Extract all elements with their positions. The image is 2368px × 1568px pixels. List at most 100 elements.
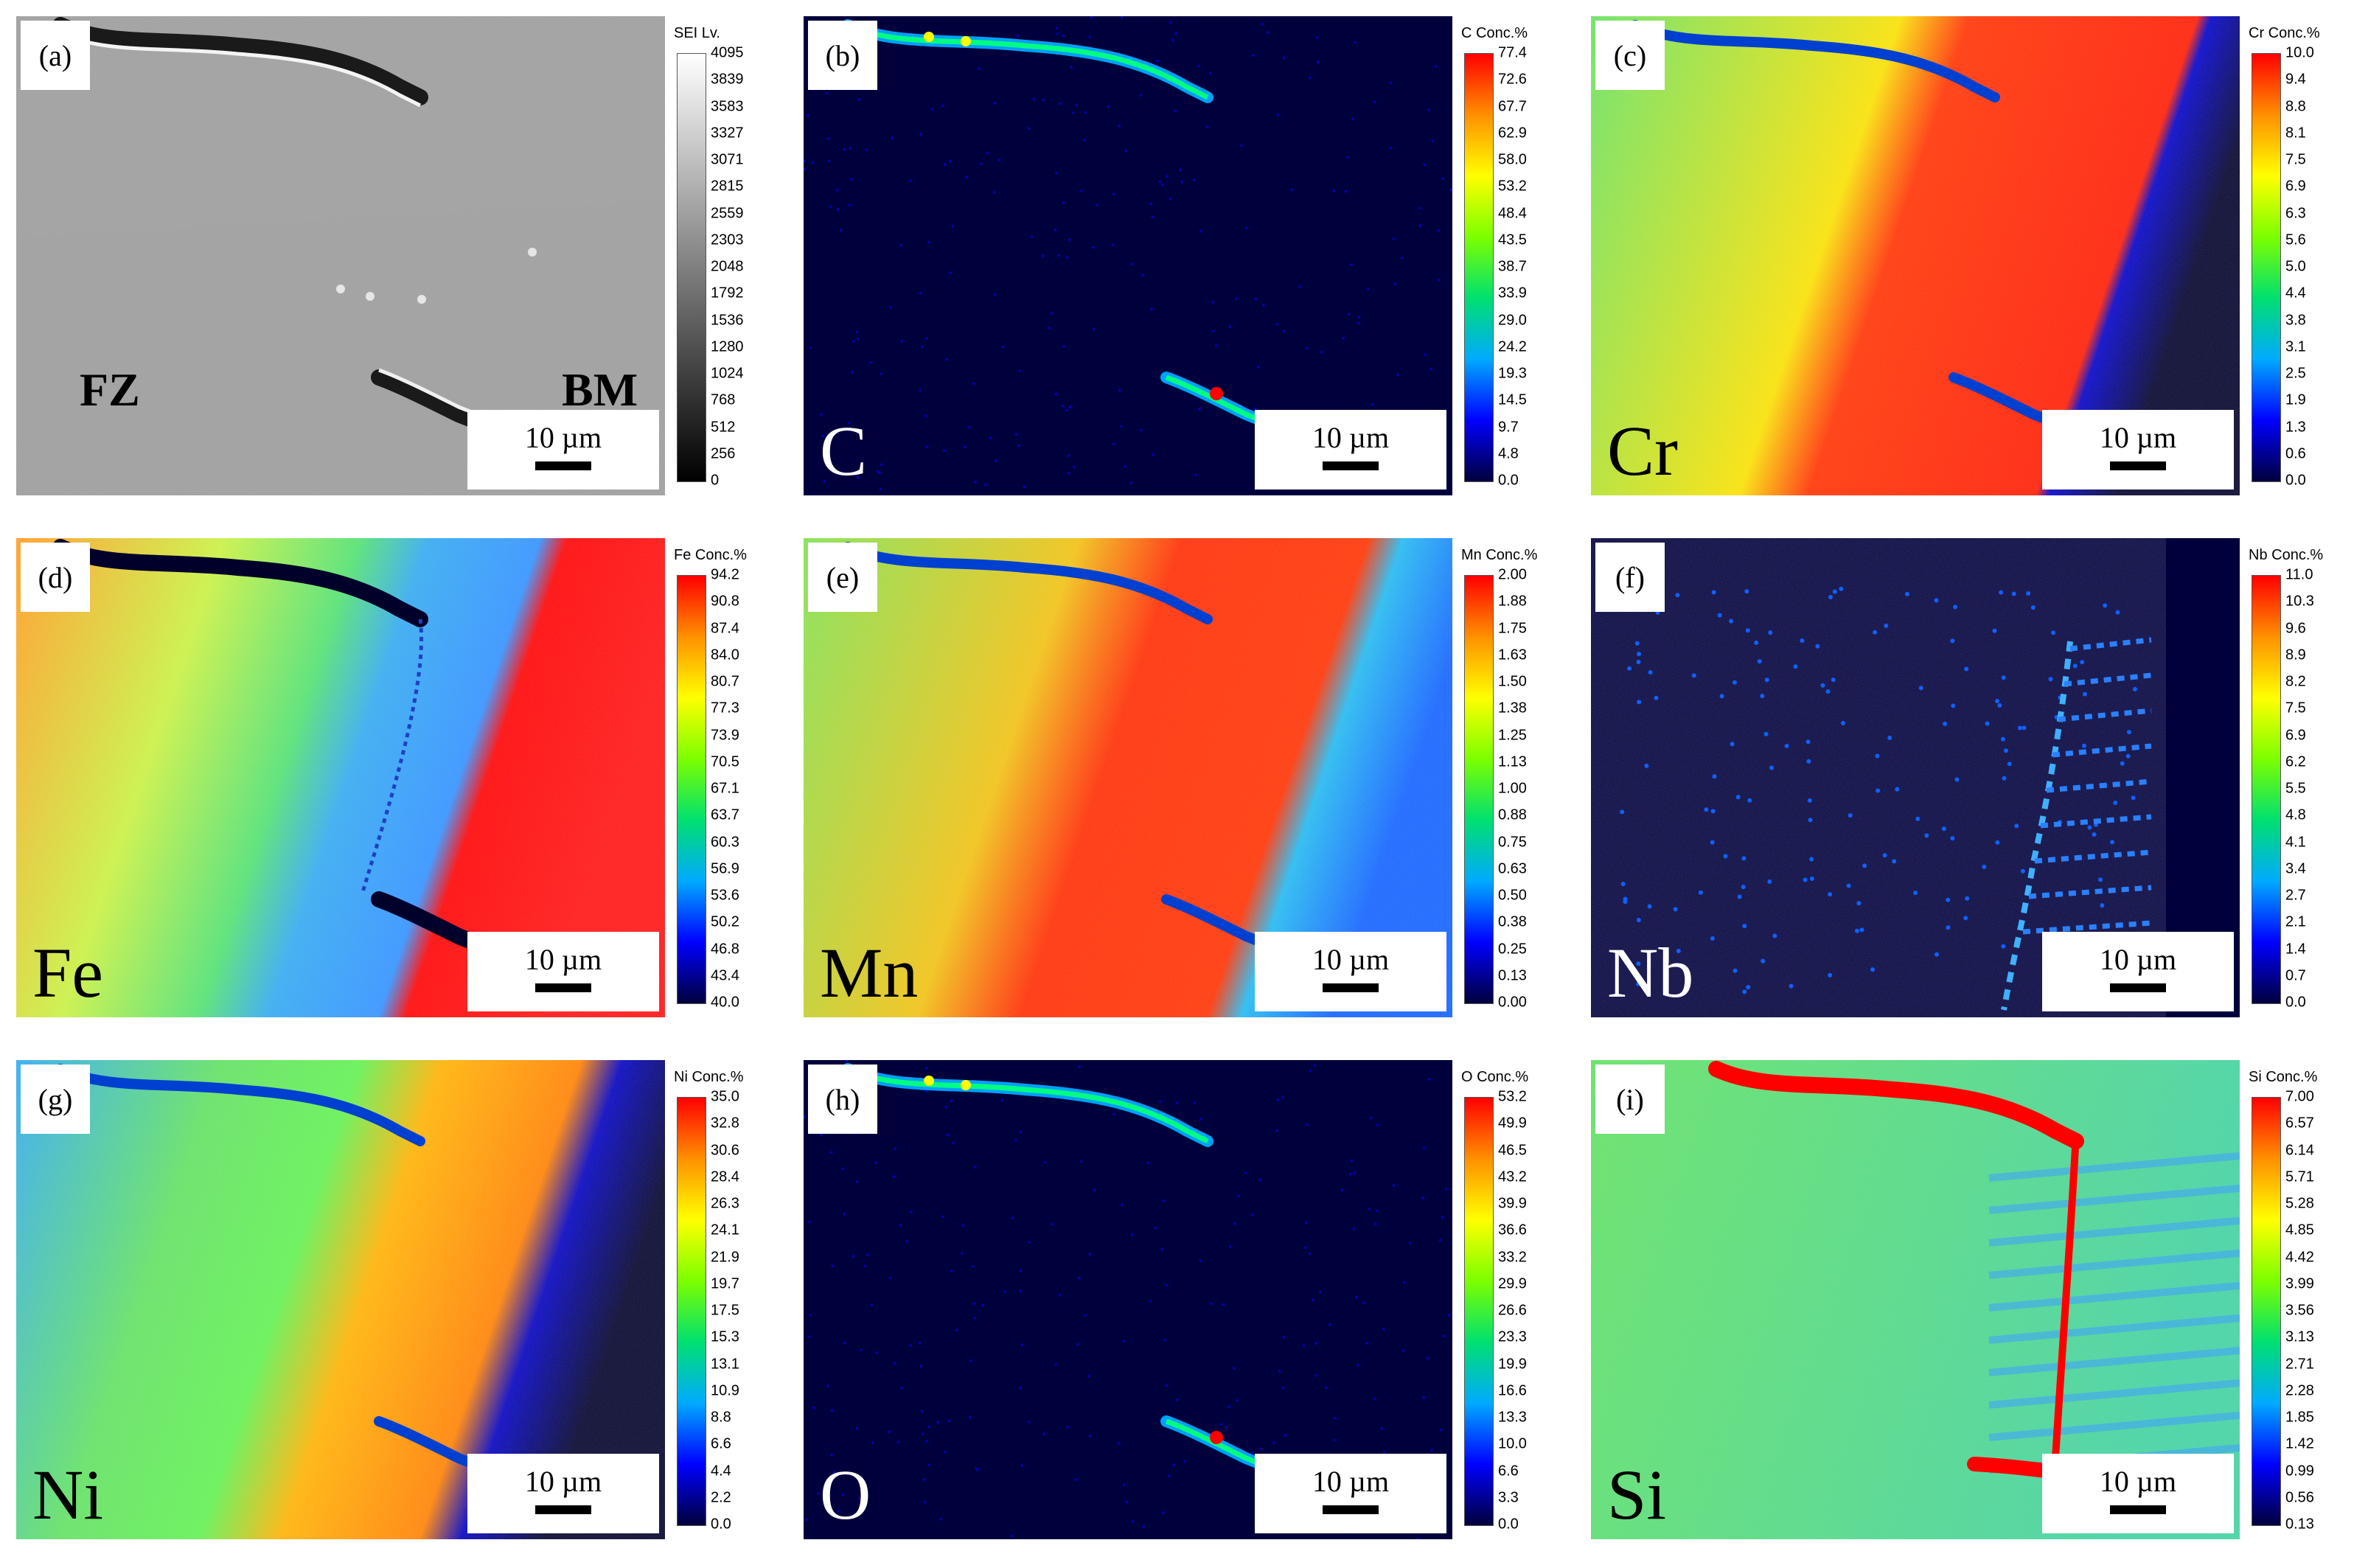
legend-title: SEI Lv.	[674, 25, 720, 41]
legend-tick-label: 13.3	[1498, 1409, 1527, 1426]
legend-tick-label: 2559	[711, 205, 744, 221]
panel-g: (g) Ni 10 µm Ni Conc.% 35.0 32.8 30.6 28.4 26.3 2…	[16, 1060, 761, 1539]
legend-tick-label: 0.99	[2285, 1463, 2314, 1479]
scale-bar-label: 10 µm	[2099, 943, 2177, 976]
element-symbol: Nb	[1607, 933, 1694, 1012]
legend-tick-label: 70.5	[711, 753, 739, 770]
legend-tick-label: 2.28	[2285, 1382, 2314, 1399]
legend-tick-label: 32.8	[711, 1115, 739, 1132]
legend-tick-label: 0.13	[1498, 967, 1527, 984]
legend-tick-label: 2.1	[2285, 913, 2306, 930]
legend-title: Nb Conc.%	[2249, 547, 2324, 563]
legend-tick-label: 1.38	[1498, 700, 1527, 717]
legend-tick-label: 8.2	[2285, 673, 2306, 690]
scale-bar-box: 10 µm	[2042, 410, 2234, 489]
legend-tick-label: 1.25	[1498, 727, 1527, 743]
legend-tick-label: 0.7	[2285, 967, 2306, 984]
legend-tick-label: 3.1	[2285, 338, 2306, 355]
color-legend: Fe Conc.% 94.2 90.8 87.4 84.0 80.7 77.3 73.9 70.…	[665, 538, 761, 1017]
legend-tick-label: 4.42	[2285, 1249, 2314, 1265]
scale-bar	[535, 983, 591, 992]
legend-tick-label: 4.1	[2285, 834, 2306, 850]
legend-tick-label: 0.25	[1498, 941, 1527, 957]
element-symbol: C	[820, 411, 868, 490]
scale-bar	[2110, 1505, 2166, 1514]
legend-ticks: 7.00 6.57 6.14 5.71 5.28 4.85 4.42 3.99 3.56 3.13…	[2285, 1089, 2336, 1533]
legend-tick-label: 4.85	[2285, 1222, 2314, 1238]
legend-tick-label: 3.3	[1498, 1489, 1519, 1506]
legend-tick-label: 63.7	[711, 806, 739, 823]
legend-tick-label: 1.88	[1498, 593, 1527, 610]
legend-tick-label: 2.5	[2285, 365, 2306, 382]
legend-tick-label: 50.2	[711, 913, 739, 930]
legend-tick-label: 21.9	[711, 1249, 739, 1265]
legend-tick-label: 58.0	[1498, 151, 1527, 168]
panel-d: (d) Fe 10 µm Fe Conc.% 94.2 90.8 87.4 84.0 80.7 7…	[16, 538, 761, 1017]
legend-tick-label: 5.0	[2285, 258, 2306, 275]
color-legend: C Conc.% 77.4 72.6 67.7 62.9 58.0 53.2 48.4 43.5…	[1452, 16, 1548, 495]
panel-tag: (i)	[1595, 1065, 1665, 1134]
legend-colorbar	[1464, 1097, 1494, 1526]
legend-tick-label: 5.71	[2285, 1168, 2314, 1185]
legend-tick-label: 256	[711, 445, 736, 462]
legend-tick-label: 4.4	[711, 1463, 731, 1479]
legend-tick-label: 77.3	[711, 700, 739, 717]
legend-tick-label: 15.3	[711, 1328, 739, 1345]
panel-tag: (b)	[808, 21, 877, 90]
color-legend: Nb Conc.% 11.0 10.3 9.6 8.9 8.2 7.5 6.9 6.2 5.5 4.…	[2240, 538, 2336, 1017]
legend-tick-label: 29.0	[1498, 312, 1527, 328]
legend-tick-label: 56.9	[711, 860, 739, 877]
legend-tick-label: 0.75	[1498, 834, 1527, 850]
legend-tick-label: 33.9	[1498, 285, 1527, 302]
legend-tick-label: 43.4	[711, 967, 739, 984]
legend-tick-label: 28.4	[711, 1168, 739, 1185]
legend-tick-label: 14.5	[1498, 391, 1527, 408]
legend-tick-label: 1280	[711, 338, 744, 355]
legend-tick-label: 0	[711, 472, 720, 489]
scale-bar-label: 10 µm	[524, 943, 602, 976]
legend-tick-label: 0.6	[2285, 445, 2306, 462]
legend-tick-label: 77.4	[1498, 44, 1527, 61]
legend-tick-label: 1.63	[1498, 647, 1527, 663]
legend-tick-label: 29.9	[1498, 1275, 1527, 1292]
legend-tick-label: 1.9	[2285, 391, 2306, 408]
legend-tick-label: 0.13	[2285, 1516, 2314, 1533]
element-symbol: Mn	[820, 933, 919, 1012]
legend-tick-label: 4.8	[1498, 445, 1519, 462]
legend-tick-label: 40.0	[711, 994, 739, 1011]
legend-tick-label: 38.7	[1498, 258, 1527, 275]
legend-tick-label: 19.3	[1498, 365, 1527, 382]
legend-tick-label: 1.50	[1498, 673, 1527, 690]
legend-tick-label: 6.14	[2285, 1142, 2314, 1158]
legend-tick-label: 6.2	[2285, 753, 2306, 770]
legend-tick-label: 0.38	[1498, 913, 1527, 930]
legend-tick-label: 84.0	[711, 647, 739, 663]
legend-tick-label: 3.4	[2285, 860, 2306, 877]
panel-tag: (f)	[1595, 543, 1665, 612]
legend-tick-label: 2.71	[2285, 1356, 2314, 1372]
legend-colorbar	[677, 53, 706, 482]
legend-title: Cr Conc.%	[2249, 25, 2320, 41]
legend-tick-label: 1.42	[2285, 1435, 2314, 1452]
legend-tick-label: 53.2	[1498, 1088, 1527, 1105]
panel-tag: (h)	[808, 1065, 877, 1134]
legend-ticks: 94.2 90.8 87.4 84.0 80.7 77.3 73.9 70.5 67.1 63.7…	[711, 567, 761, 1011]
legend-tick-label: 1.00	[1498, 780, 1527, 797]
legend-colorbar	[2252, 53, 2281, 482]
scale-bar	[535, 1505, 591, 1514]
legend-title: Si Conc.%	[2249, 1069, 2318, 1085]
legend-tick-label: 512	[711, 419, 736, 435]
legend-tick-label: 0.0	[2285, 994, 2306, 1011]
element-symbol: Ni	[32, 1455, 103, 1534]
legend-tick-label: 3.13	[2285, 1328, 2314, 1345]
scale-bar-box: 10 µm	[1255, 1454, 1446, 1533]
legend-tick-label: 43.5	[1498, 231, 1527, 248]
legend-tick-label: 7.5	[2285, 151, 2306, 168]
legend-tick-label: 1792	[711, 285, 744, 302]
legend-tick-label: 39.9	[1498, 1195, 1527, 1212]
scale-bar-label: 10 µm	[1312, 1465, 1390, 1498]
legend-colorbar	[2252, 1097, 2281, 1526]
legend-tick-label: 73.9	[711, 727, 739, 743]
legend-colorbar	[677, 1097, 706, 1526]
legend-tick-label: 1.3	[2285, 419, 2306, 435]
